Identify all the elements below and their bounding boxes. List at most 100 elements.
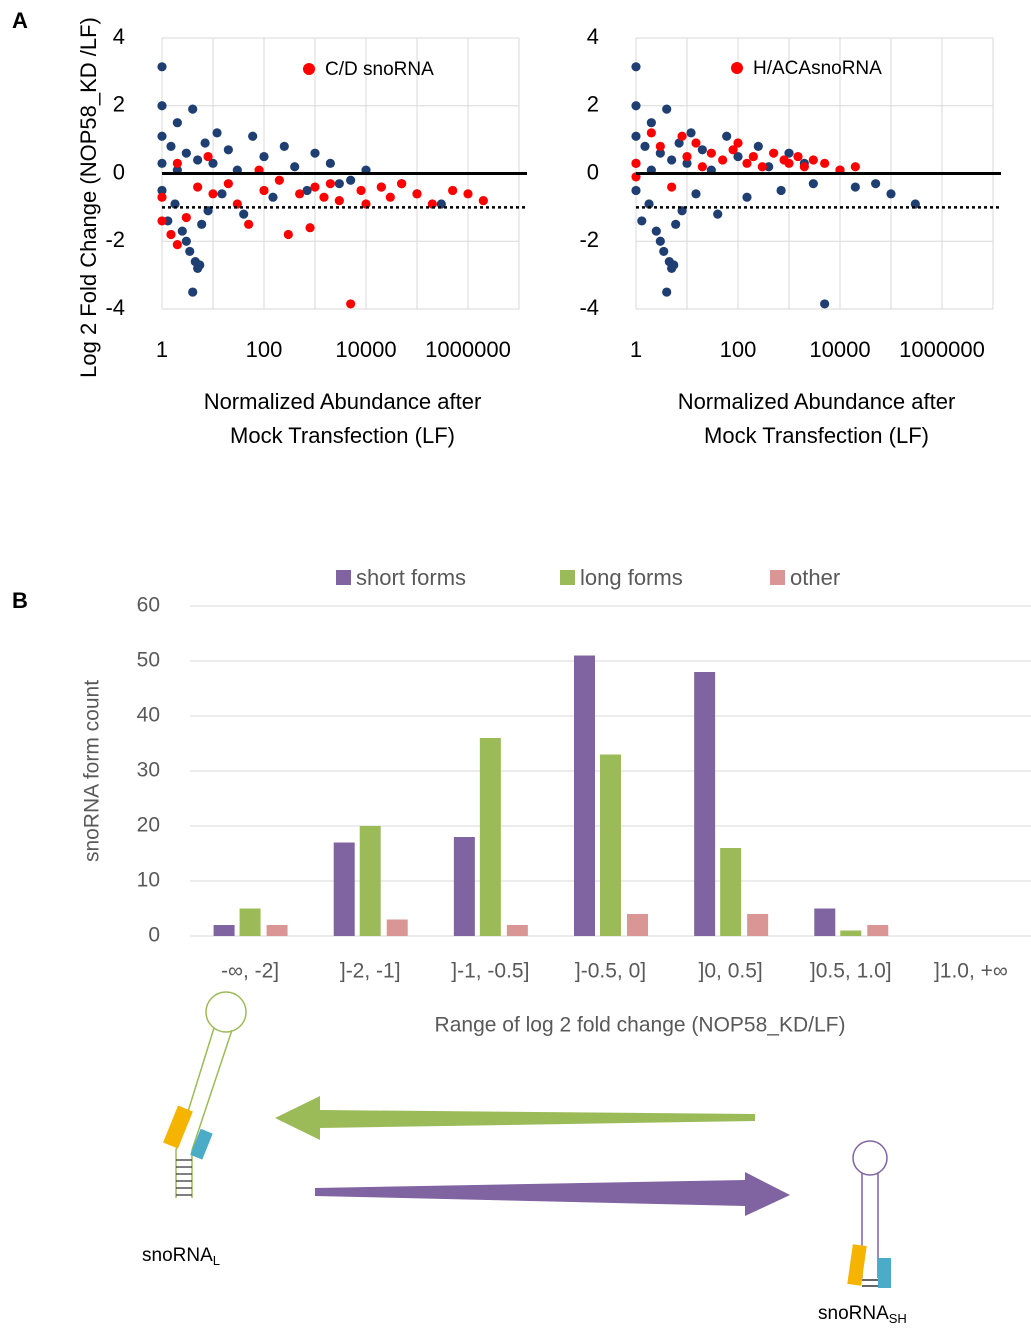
point [157, 101, 166, 110]
point [280, 142, 289, 151]
point [173, 159, 182, 168]
legend-label: C/D snoRNA [325, 59, 434, 80]
point [784, 159, 793, 168]
bar [694, 672, 715, 936]
legend-marker [303, 63, 315, 75]
legend-marker [560, 570, 575, 585]
y-axis-title: snoRNA form count [81, 680, 104, 862]
point [886, 189, 895, 198]
x-tick-label: 100 [246, 337, 283, 362]
x-tick-label: 10000 [809, 337, 870, 362]
box-yellow [163, 1105, 193, 1148]
point [871, 179, 880, 188]
point [631, 101, 640, 110]
x-tick-label: ]-2, -1] [340, 960, 401, 983]
point [851, 182, 860, 191]
panel-label: B [12, 588, 28, 613]
point [224, 145, 233, 154]
point [197, 220, 206, 229]
label-text: snoRNA [818, 1303, 889, 1324]
point [305, 223, 314, 232]
bar [480, 738, 501, 936]
point [669, 260, 678, 269]
y-tick-label: 40 [137, 704, 160, 727]
y-tick-label: 4 [587, 24, 599, 49]
x-tick-label: ]-0.5, 0] [575, 960, 646, 983]
point [448, 186, 457, 195]
point [647, 128, 656, 137]
bar [240, 909, 261, 937]
point [188, 105, 197, 114]
bar [814, 909, 835, 937]
panel-label: A [12, 8, 28, 33]
label-text: snoRNA [142, 1245, 213, 1266]
point [820, 159, 829, 168]
point [157, 159, 166, 168]
box-blue [878, 1258, 891, 1288]
point [769, 149, 778, 158]
legend-label: H/ACAsnoRNA [753, 58, 882, 79]
point [275, 176, 284, 185]
ladder [176, 1160, 192, 1195]
point [239, 210, 248, 219]
point [631, 132, 640, 141]
point [637, 216, 646, 225]
point [188, 287, 197, 296]
x-tick-label: ]1.0, +∞ [934, 960, 1008, 983]
point [335, 196, 344, 205]
bar [627, 914, 648, 936]
point [335, 179, 344, 188]
point [722, 132, 731, 141]
scatter-left: -4-2024Log 2 Fold Change (NOP58_KD /LF)1… [76, 17, 527, 448]
bar [387, 920, 408, 937]
y-tick-label: 20 [137, 814, 160, 837]
point [326, 179, 335, 188]
point [463, 189, 472, 198]
label-subscript: SH [889, 1311, 907, 1326]
point [656, 237, 665, 246]
point [193, 155, 202, 164]
point [809, 155, 818, 164]
y-tick-label: 50 [137, 649, 160, 672]
point [667, 182, 676, 191]
x-tick-label: 1000000 [899, 337, 985, 362]
point [259, 152, 268, 161]
x-tick-label: 1 [630, 337, 642, 362]
x-axis-title: Range of log 2 fold change (NOP58_KD/LF) [435, 1014, 846, 1037]
point [733, 138, 742, 147]
point [178, 226, 187, 235]
point [185, 247, 194, 256]
label-subscript: L [213, 1253, 220, 1268]
point [182, 237, 191, 246]
point [662, 105, 671, 114]
point [742, 193, 751, 202]
x-axis-title: Normalized Abundance after [204, 389, 482, 414]
loop [206, 992, 246, 1032]
point [742, 159, 751, 168]
ladder [862, 1280, 878, 1286]
y-tick-label: 0 [113, 159, 125, 184]
arrow-right [315, 1172, 790, 1216]
point [217, 189, 226, 198]
y-tick-label: 0 [587, 159, 599, 184]
x-axis-title: Mock Transfection (LF) [704, 423, 929, 448]
point [656, 142, 665, 151]
bar [507, 925, 528, 936]
point [631, 186, 640, 195]
y-axis-title: Log 2 Fold Change (NOP58_KD /LF) [76, 17, 101, 378]
bar [214, 925, 235, 936]
point [203, 152, 212, 161]
point [793, 152, 802, 161]
point [691, 138, 700, 147]
point [667, 155, 676, 164]
point [310, 149, 319, 158]
y-tick-label: 10 [137, 869, 160, 892]
point [166, 142, 175, 151]
diagram: snoRNAL snoRNASH [142, 992, 907, 1326]
point [677, 132, 686, 141]
bar [334, 843, 355, 937]
point [662, 287, 671, 296]
diagram-label: snoRNASH [818, 1303, 907, 1326]
point [652, 226, 661, 235]
